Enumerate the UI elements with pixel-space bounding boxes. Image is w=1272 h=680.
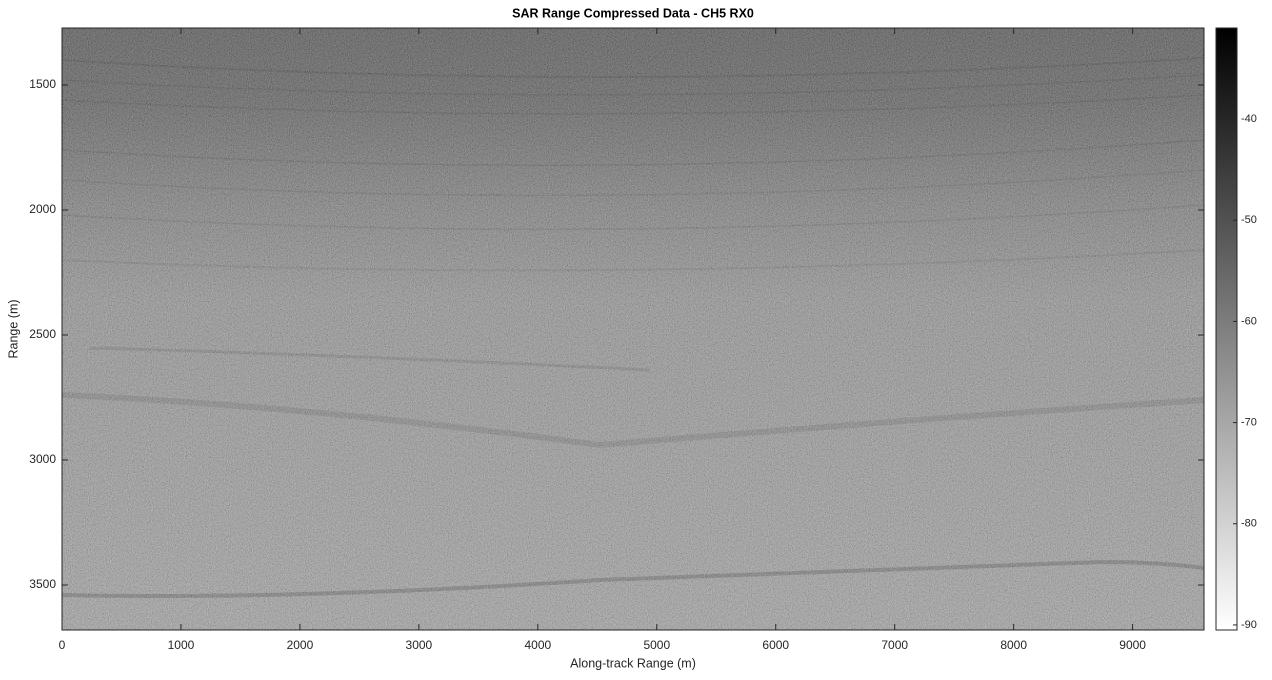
x-tick-label: 9000 bbox=[1119, 638, 1146, 652]
x-tick-label: 6000 bbox=[762, 638, 789, 652]
colorbar-tick-label: -80 bbox=[1241, 518, 1257, 530]
x-tick-label: 1000 bbox=[168, 638, 195, 652]
x-tick-label: 5000 bbox=[643, 638, 670, 652]
colorbar-tick-label: -50 bbox=[1241, 214, 1257, 226]
x-tick-label: 8000 bbox=[1000, 638, 1027, 652]
x-tick-label: 3000 bbox=[406, 638, 433, 652]
x-tick-label: 4000 bbox=[524, 638, 551, 652]
y-tick-label: 3000 bbox=[29, 452, 56, 466]
colorbar-tick-label: -70 bbox=[1241, 416, 1257, 428]
colorbar bbox=[1215, 27, 1238, 631]
x-axis-label: Along-track Range (m) bbox=[570, 656, 696, 670]
image bbox=[62, 28, 1204, 630]
x-tick-label: 2000 bbox=[287, 638, 314, 652]
colorbar-tick-label: -60 bbox=[1241, 315, 1257, 327]
y-axis-label: Range (m) bbox=[6, 299, 20, 358]
plot-frame bbox=[61, 27, 1205, 631]
y-tick-label: 3500 bbox=[29, 577, 56, 591]
x-tick-label: 0 bbox=[59, 638, 66, 652]
x-tick-label: 7000 bbox=[881, 638, 908, 652]
y-tick-label: 2000 bbox=[29, 202, 56, 216]
colorbar-tick-label: -90 bbox=[1241, 619, 1257, 631]
colorbar-tick-label: -40 bbox=[1241, 113, 1257, 125]
image-noise bbox=[62, 28, 1204, 630]
y-tick-label: 1500 bbox=[29, 77, 56, 91]
y-tick-label: 2500 bbox=[29, 327, 56, 341]
chart-title: SAR Range Compressed Data - CH5 RX0 bbox=[512, 6, 754, 20]
